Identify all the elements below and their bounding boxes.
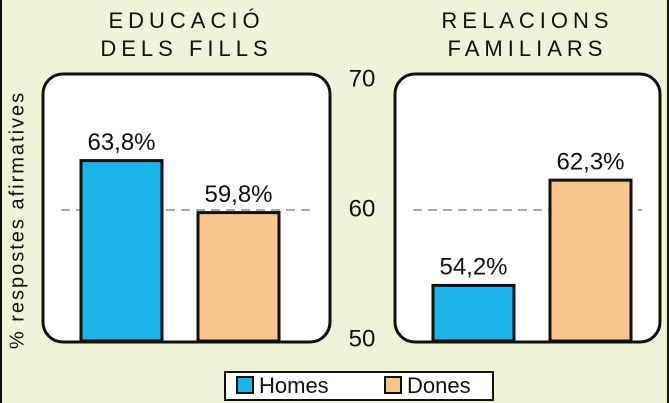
- panel-border: [41, 72, 332, 344]
- legend-label: Homes: [259, 373, 329, 398]
- y-tick-label: 60: [349, 195, 376, 222]
- panel-border: [393, 72, 662, 344]
- bar: [431, 283, 516, 343]
- legend-swatch: [236, 376, 254, 394]
- panel-title: FAMILIARS: [448, 36, 608, 61]
- legend-swatch: [384, 376, 402, 394]
- data-label: 54,2%: [439, 254, 507, 281]
- legend-box: [224, 371, 494, 401]
- data-label: 63,8%: [87, 129, 155, 156]
- y-axis-label: % respostes afirmatives: [6, 91, 28, 349]
- data-label: 59,8%: [204, 181, 272, 208]
- panel-title: EDUCACIÓ: [108, 8, 264, 33]
- bar: [196, 211, 281, 343]
- panel-title: DELS FILLS: [100, 36, 272, 61]
- data-label: 62,3%: [556, 148, 624, 175]
- y-tick-label: 50: [349, 325, 376, 352]
- legend-label: Dones: [407, 373, 471, 398]
- y-tick-label: 70: [349, 65, 376, 92]
- bar: [79, 159, 164, 343]
- bar: [548, 178, 633, 343]
- panel-title: RELACIONS: [441, 8, 613, 33]
